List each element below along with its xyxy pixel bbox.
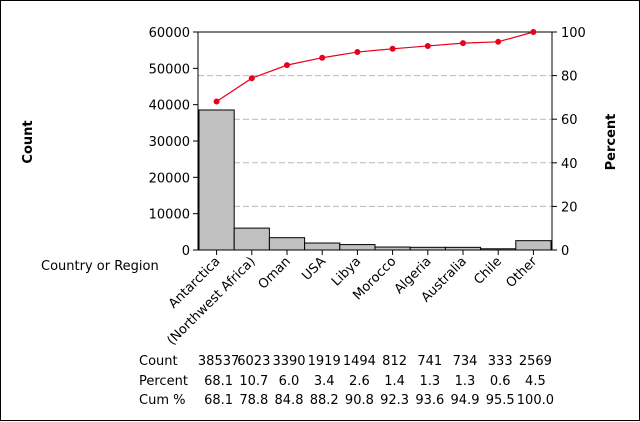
bars bbox=[198, 109, 552, 251]
table-cell: 2569 bbox=[519, 354, 552, 369]
table-cell: 68.1 bbox=[204, 393, 233, 408]
cum-percent-point bbox=[424, 42, 431, 49]
table-row-label: Percent bbox=[139, 374, 188, 389]
cum-percent-point bbox=[530, 29, 537, 35]
table-cell: 0.6 bbox=[490, 374, 511, 389]
table-cell: 78.8 bbox=[239, 393, 268, 408]
left-tick-label: 40000 bbox=[149, 99, 190, 114]
left-tick-label: 50000 bbox=[149, 62, 190, 77]
right-tick-label: 0 bbox=[561, 244, 569, 259]
table-cell: 734 bbox=[453, 354, 478, 369]
right-tick-label: 60 bbox=[561, 113, 578, 128]
right-tick-label: 40 bbox=[561, 157, 578, 172]
left-tick-label: 60000 bbox=[149, 26, 190, 41]
table-cell: 741 bbox=[417, 354, 442, 369]
table-cell: 2.6 bbox=[349, 374, 370, 389]
bar-antarctica bbox=[198, 109, 235, 251]
cum-percent-point bbox=[319, 54, 326, 61]
bar-oman bbox=[268, 237, 306, 251]
x-axis-label: Country or Region bbox=[41, 259, 159, 274]
table-cell: 10.7 bbox=[239, 374, 268, 389]
bar-libya bbox=[339, 244, 376, 251]
table-cell: 94.9 bbox=[451, 393, 480, 408]
plot-area-border bbox=[197, 31, 553, 251]
table-cell: 95.5 bbox=[486, 393, 515, 408]
table-cell: 1.4 bbox=[384, 374, 405, 389]
x-category-label: USA bbox=[299, 254, 329, 284]
cum-percent-point bbox=[495, 38, 502, 45]
left-tick-label: 0 bbox=[182, 244, 190, 259]
x-category-label: Oman bbox=[256, 254, 294, 292]
cumulative-line bbox=[213, 29, 537, 105]
cum-percent-line bbox=[216, 31, 534, 103]
right-tick-label: 100 bbox=[561, 26, 586, 41]
table-cell: 38537 bbox=[198, 354, 239, 369]
table-cell: 6.0 bbox=[279, 374, 300, 389]
table-cell: 812 bbox=[382, 354, 407, 369]
left-axis-label: Count bbox=[21, 120, 36, 163]
table-cell: 4.5 bbox=[525, 374, 546, 389]
cum-percent-point bbox=[389, 45, 396, 52]
axes bbox=[197, 31, 553, 251]
grid-lines bbox=[198, 31, 552, 207]
left-tick-label: 30000 bbox=[149, 135, 190, 150]
x-category-label: Other bbox=[504, 254, 541, 291]
right-tick-label: 20 bbox=[561, 200, 578, 215]
bar-usa bbox=[304, 242, 341, 251]
table-cell: 68.1 bbox=[204, 374, 233, 389]
left-axis-ticks: 0 10000 20000 30000 40000 50000 60000 bbox=[149, 26, 198, 259]
x-category-labels: Antarctica(Northwest Africa)Oman USA Libya… bbox=[164, 250, 541, 348]
cum-percent-point bbox=[354, 49, 361, 56]
cum-percent-point bbox=[248, 75, 255, 82]
table-cell: 333 bbox=[488, 354, 513, 369]
cum-percent-point bbox=[284, 62, 290, 69]
left-tick-label: 10000 bbox=[149, 208, 190, 223]
bar-other bbox=[515, 240, 552, 251]
right-axis-ticks: 0 20 40 60 80 100 bbox=[552, 26, 586, 259]
table-cell: 3390 bbox=[272, 354, 305, 369]
table-cell: 3.4 bbox=[314, 374, 335, 389]
table-cell: 1919 bbox=[308, 354, 341, 369]
table-cell: 92.3 bbox=[380, 393, 409, 408]
table-cell: 1494 bbox=[343, 354, 376, 369]
table-cell: 88.2 bbox=[310, 393, 339, 408]
bar-northwest-africa bbox=[233, 227, 270, 251]
x-category-label: Chile bbox=[471, 254, 505, 288]
table-cell: 93.6 bbox=[415, 393, 444, 408]
table-row-label: Count bbox=[139, 354, 178, 369]
right-tick-label: 80 bbox=[561, 70, 578, 85]
cum-percent-point bbox=[460, 40, 466, 47]
table-cell: 90.8 bbox=[345, 393, 374, 408]
table-cell: 1.3 bbox=[455, 374, 476, 389]
right-axis-label: Percent bbox=[604, 114, 619, 171]
table-cell: 6023 bbox=[237, 354, 270, 369]
cum-percent-point bbox=[213, 98, 220, 105]
left-tick-label: 20000 bbox=[149, 171, 190, 186]
table-cell: 1.3 bbox=[419, 374, 440, 389]
table-row-label: Cum % bbox=[139, 393, 185, 408]
table-cell: 84.8 bbox=[275, 393, 304, 408]
table-cell: 100.0 bbox=[517, 393, 554, 408]
